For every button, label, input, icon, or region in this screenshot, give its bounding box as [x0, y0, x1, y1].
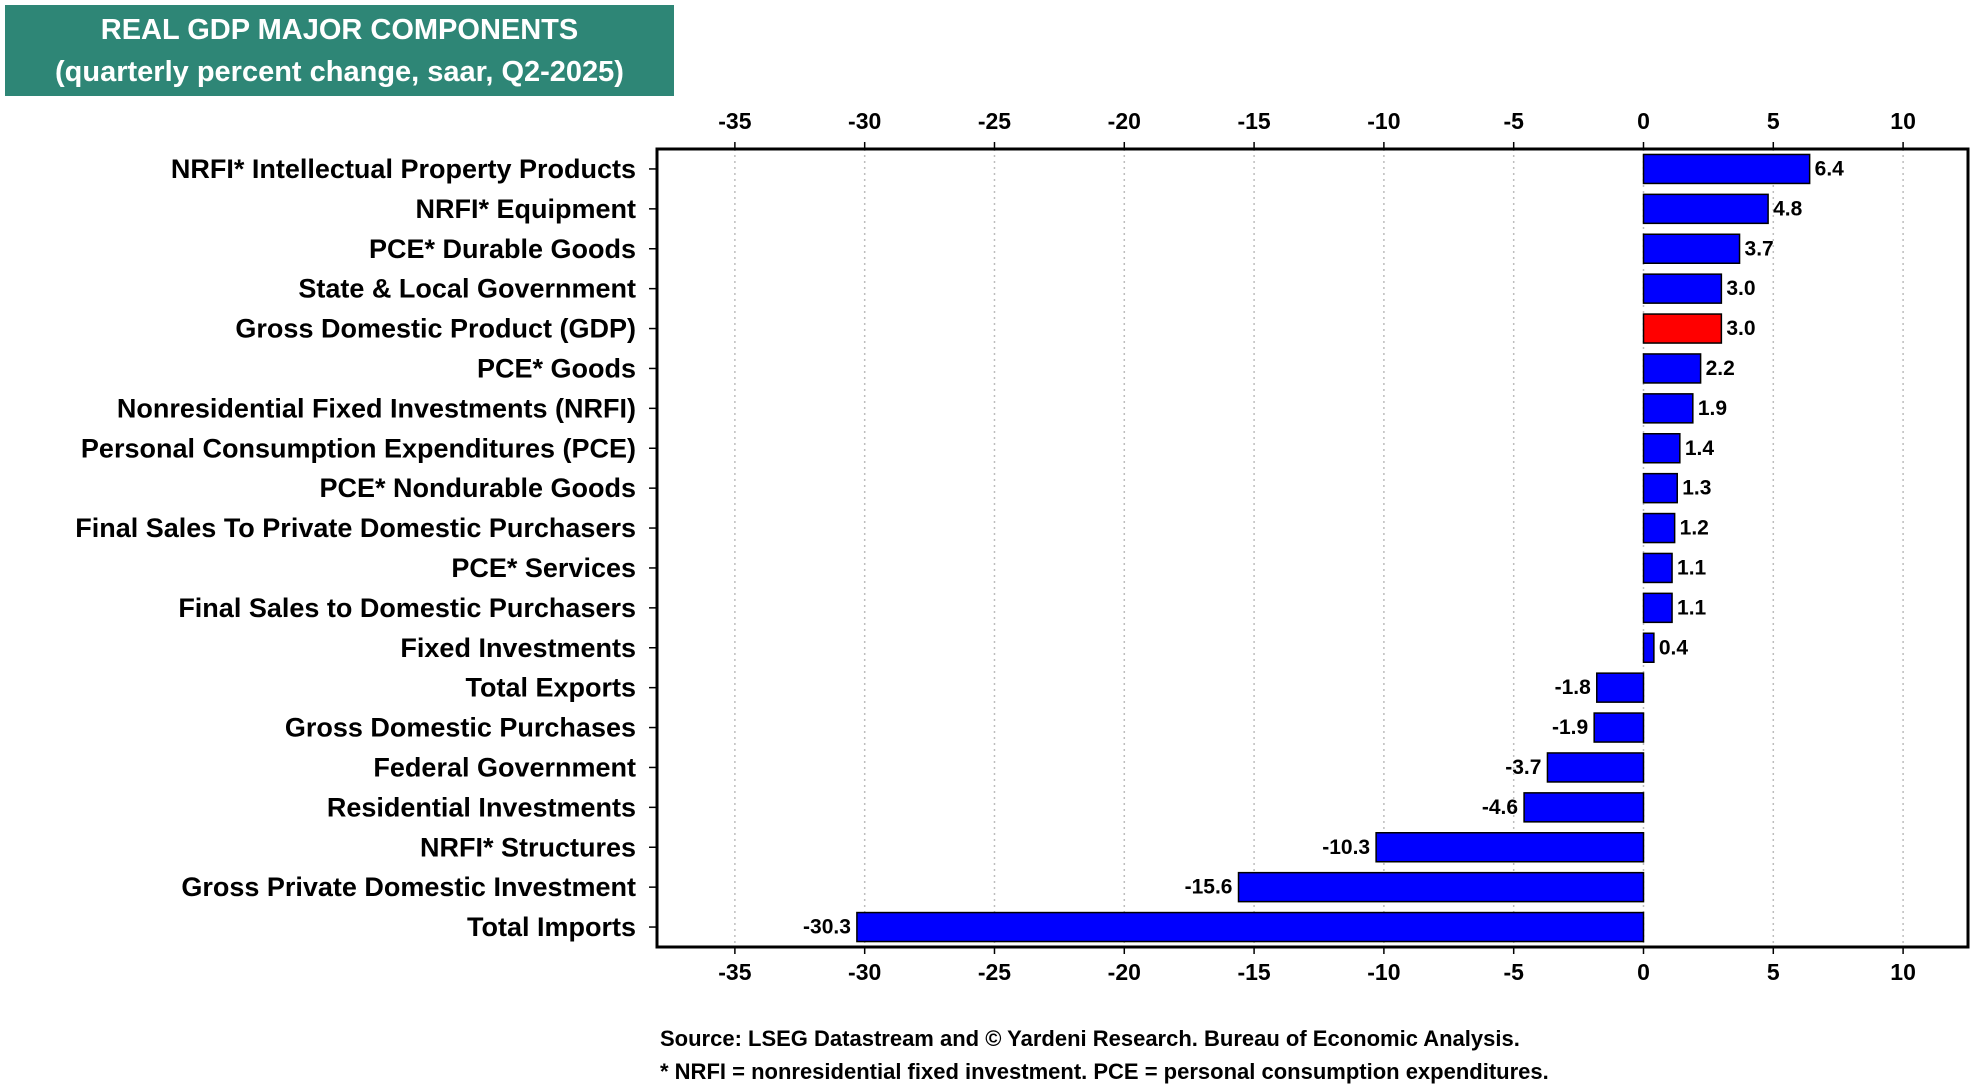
- data-label: 1.4: [1685, 437, 1715, 460]
- footnote: * NRFI = nonresidential fixed investment…: [660, 1059, 1549, 1084]
- bar: [1642, 592, 1673, 624]
- x-tick-label-top: -5: [1503, 108, 1524, 134]
- data-label: 3.0: [1726, 277, 1755, 300]
- category-label: State & Local Government: [298, 274, 636, 304]
- category-label: Residential Investments: [327, 792, 636, 822]
- category-label: PCE* Nondurable Goods: [319, 473, 636, 503]
- chart-title-box: REAL GDP MAJOR COMPONENTS (quarterly per…: [5, 5, 674, 96]
- x-tick-label-bottom: 10: [1890, 959, 1916, 985]
- data-label: 1.9: [1698, 397, 1727, 420]
- data-label: 6.4: [1815, 157, 1845, 180]
- bar: [1642, 273, 1723, 304]
- category-label: Personal Consumption Expenditures (PCE): [81, 433, 636, 463]
- chart-notes: Source: LSEG Datastream and © Yardeni Re…: [660, 1022, 1549, 1088]
- x-tick-label-top: 0: [1637, 108, 1650, 134]
- bar: [1642, 552, 1673, 584]
- x-tick-label-top: 5: [1767, 108, 1780, 134]
- bar: [1546, 752, 1645, 783]
- category-label: Total Imports: [467, 912, 636, 942]
- data-label: -3.7: [1505, 756, 1541, 779]
- x-tick-label-top: -20: [1108, 108, 1141, 134]
- chart-title: REAL GDP MAJOR COMPONENTS: [100, 13, 579, 46]
- x-tick-label-bottom: -10: [1367, 959, 1400, 985]
- data-label: 1.2: [1680, 517, 1709, 540]
- bar: [1642, 233, 1741, 264]
- data-label: 3.7: [1745, 237, 1774, 260]
- category-label: NRFI* Structures: [420, 832, 636, 862]
- data-label: 4.8: [1773, 197, 1803, 220]
- bar: [856, 911, 1645, 943]
- data-label: 0.4: [1659, 636, 1689, 659]
- category-label: PCE* Services: [451, 553, 636, 583]
- category-label: Nonresidential Fixed Investments (NRFI): [117, 393, 636, 423]
- x-tick-label-bottom: 5: [1767, 959, 1780, 985]
- category-label: Final Sales To Private Domestic Purchase…: [75, 513, 636, 543]
- bar: [1642, 313, 1723, 344]
- data-label: -4.6: [1482, 796, 1518, 819]
- category-label: PCE* Durable Goods: [369, 234, 636, 264]
- x-tick-label-bottom: -15: [1237, 959, 1270, 985]
- x-tick-label-bottom: -35: [718, 959, 751, 985]
- data-label: -1.9: [1552, 716, 1588, 739]
- x-tick-label-top: -25: [978, 108, 1011, 134]
- category-label: Fixed Investments: [400, 633, 636, 663]
- bar: [1593, 712, 1645, 743]
- x-tick-label-bottom: -30: [848, 959, 881, 985]
- category-label: Gross Domestic Product (GDP): [235, 314, 636, 344]
- category-label: Federal Government: [373, 752, 636, 782]
- x-tick-label-top: 10: [1890, 108, 1916, 134]
- bar: [1642, 193, 1769, 225]
- data-label: -15.6: [1185, 876, 1233, 899]
- category-label: Total Exports: [465, 673, 636, 703]
- data-label: 1.1: [1677, 556, 1707, 579]
- x-tick-label-top: -15: [1237, 108, 1270, 134]
- bar: [1642, 512, 1676, 544]
- category-label: Final Sales to Domestic Purchasers: [178, 593, 636, 623]
- data-label: -30.3: [803, 916, 851, 939]
- data-label: -10.3: [1322, 836, 1370, 859]
- x-tick-label-top: -35: [718, 108, 751, 134]
- data-label: 1.1: [1677, 596, 1707, 619]
- plot-frame: [655, 147, 1970, 949]
- x-tick-label-bottom: -20: [1108, 959, 1141, 985]
- bar: [1596, 672, 1645, 703]
- x-tick-label-bottom: -25: [978, 959, 1011, 985]
- bar: [1375, 832, 1645, 863]
- category-label: Gross Domestic Purchases: [285, 713, 636, 743]
- x-tick-label-top: -30: [848, 108, 881, 134]
- bar: [1642, 393, 1694, 424]
- bar: [1237, 871, 1645, 903]
- x-tick-label-bottom: 0: [1637, 959, 1650, 985]
- data-label: -1.8: [1555, 676, 1592, 699]
- data-label: 1.3: [1682, 477, 1711, 500]
- data-label: 2.2: [1706, 357, 1735, 380]
- bar: [1523, 792, 1645, 823]
- bar: [1642, 433, 1681, 464]
- x-tick-label-top: -10: [1367, 108, 1400, 134]
- data-label: 3.0: [1726, 317, 1755, 340]
- source-note: Source: LSEG Datastream and © Yardeni Re…: [660, 1026, 1520, 1051]
- bar: [1642, 632, 1655, 663]
- x-tick-label-bottom: -5: [1503, 959, 1524, 985]
- category-label: PCE* Goods: [477, 353, 636, 383]
- bar: [1642, 353, 1702, 384]
- bar: [1642, 153, 1811, 185]
- chart-subtitle: (quarterly percent change, saar, Q2-2025…: [55, 55, 624, 88]
- category-label: Gross Private Domestic Investment: [181, 872, 636, 902]
- category-label: NRFI* Intellectual Property Products: [171, 154, 636, 184]
- category-label: NRFI* Equipment: [416, 194, 637, 224]
- bar: [1642, 472, 1678, 504]
